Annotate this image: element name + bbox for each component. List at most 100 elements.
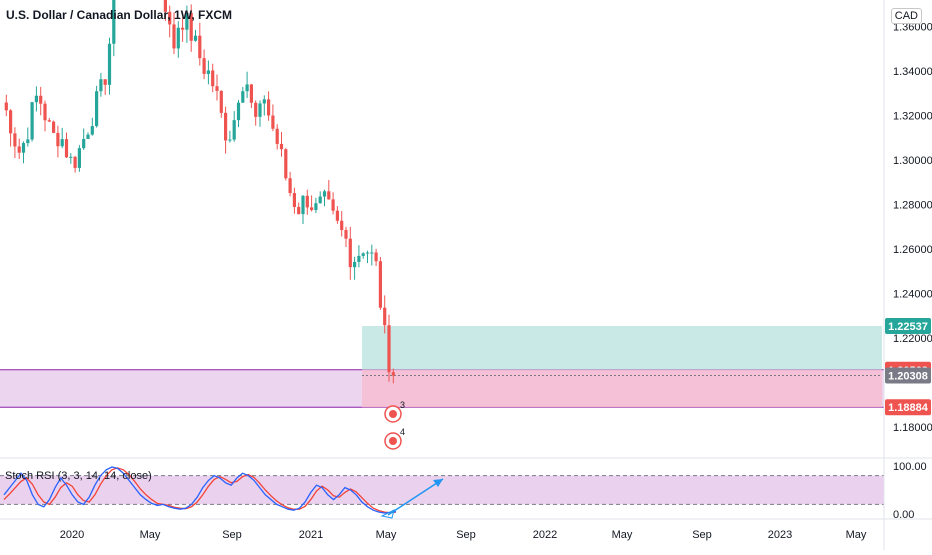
candle-body: [378, 261, 382, 308]
candlestick-series: [4, 0, 395, 384]
candle-body: [219, 90, 223, 113]
candle-body: [241, 91, 245, 103]
trend-arrow-head: [433, 479, 443, 487]
price-badge-label: 1.20308: [888, 371, 928, 383]
candle-body: [348, 238, 352, 268]
trend-arrow-start: [380, 509, 395, 519]
price-tick-label: 1.28000: [893, 200, 932, 212]
candle-body: [297, 206, 301, 215]
candle-body: [357, 255, 361, 262]
price-badge: [885, 318, 931, 335]
candle-body: [387, 325, 391, 373]
candle-body: [301, 195, 305, 215]
candle-body: [318, 196, 322, 204]
candle-body: [52, 121, 56, 133]
candle-body: [370, 252, 374, 254]
candle-body: [17, 146, 21, 153]
candle-body: [30, 102, 34, 140]
price-tick-label: 1.32000: [893, 111, 932, 123]
candle-body: [383, 307, 387, 326]
candle-body: [193, 35, 198, 41]
candle-body: [21, 143, 26, 153]
candle-body: [47, 120, 51, 122]
candle-body: [211, 70, 215, 87]
time-tick-label: May: [140, 529, 161, 541]
stoch-rsi-pane: 100.00 0.00: [0, 461, 927, 521]
candle-body: [112, 0, 116, 44]
candle-body: [39, 95, 43, 104]
candle-body: [279, 143, 284, 150]
stoch-rsi-label[interactable]: Stoch RSI (3, 3, 14, 14, close): [5, 470, 152, 482]
candle-body: [34, 95, 38, 103]
us-flag-icon[interactable]: 4: [384, 427, 405, 450]
price-badge: [885, 367, 931, 384]
candle-body: [245, 84, 249, 92]
candle-body: [391, 372, 395, 376]
price-badge: [885, 399, 931, 416]
candle-body: [60, 139, 64, 147]
candle-body: [176, 27, 180, 49]
candle-body: [56, 132, 60, 147]
trade-zones: [0, 326, 884, 408]
candle-body: [275, 128, 279, 144]
candle-body: [73, 156, 77, 168]
candle-body: [107, 43, 112, 85]
candle-body: [69, 156, 73, 158]
price-tick-label: 1.24000: [893, 288, 932, 300]
price-tick-label: 1.34000: [893, 66, 932, 78]
candle-body: [99, 79, 103, 92]
price-badge-label: 1.18884: [888, 402, 929, 414]
candle-body: [26, 139, 30, 144]
symbol-title[interactable]: U.S. Dollar / Canadian Dollar, 1W, FXCM: [6, 8, 233, 22]
candle-body: [361, 253, 365, 256]
time-tick-label: 2022: [533, 529, 557, 541]
currency-button[interactable]: CAD: [890, 8, 922, 24]
trend-arrow[interactable]: [387, 478, 444, 516]
candle-body: [305, 195, 309, 208]
candle-body: [172, 24, 176, 49]
time-tick-label: 2023: [768, 529, 792, 541]
price-tick-label: 1.36000: [893, 22, 932, 34]
candle-body: [310, 207, 314, 211]
candle-body: [344, 230, 348, 239]
us-flag-icon-dot: [389, 437, 397, 445]
time-tick-label: 2021: [299, 529, 323, 541]
candle-body: [331, 199, 335, 211]
candle-body: [215, 86, 219, 91]
candle-body: [228, 139, 232, 141]
price-tick-label: 1.26000: [893, 244, 932, 256]
candle-body: [185, 12, 189, 30]
candle-body: [258, 103, 262, 117]
candle-body: [103, 79, 107, 85]
candle-body: [77, 148, 81, 168]
event-markers: 34: [384, 400, 405, 450]
candle-body: [327, 191, 331, 200]
canada-flag-icon[interactable]: 3: [384, 400, 405, 423]
rsi-k-line: [3, 466, 397, 514]
time-tick-label: Sep: [222, 529, 242, 541]
time-tick-label: Sep: [692, 529, 712, 541]
candle-body: [249, 84, 253, 103]
time-tick-label: May: [612, 529, 633, 541]
candle-body: [206, 70, 210, 74]
candle-body: [9, 110, 13, 134]
candle-body: [224, 112, 228, 141]
candle-body: [82, 138, 86, 149]
candle-body: [232, 120, 236, 140]
candle-body: [95, 91, 99, 127]
candle-body: [365, 252, 370, 254]
candle-body: [267, 99, 271, 116]
candle-body: [198, 35, 202, 59]
time-tick-label: 2020: [60, 529, 84, 541]
candle-body: [189, 12, 193, 41]
candle-body: [353, 261, 357, 268]
candle-body: [202, 58, 206, 74]
marker-count: 3: [400, 400, 405, 410]
candle-body: [168, 11, 172, 25]
profit-zone: [362, 326, 882, 370]
rsi-d-line: [3, 467, 397, 514]
candle-body: [292, 193, 296, 207]
